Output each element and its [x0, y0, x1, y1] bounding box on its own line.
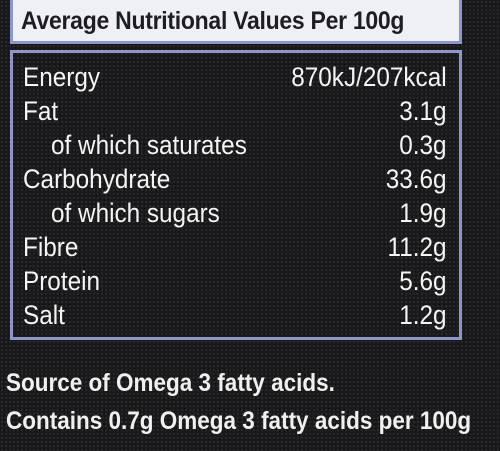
nutrient-name: Energy: [23, 62, 101, 92]
nutrient-name: of which saturates: [51, 130, 247, 160]
nutrition-title: Average Nutritional Values Per 100g: [21, 7, 405, 35]
nutrient-name: Carbohydrate: [23, 164, 171, 194]
nutrient-name: Fat: [23, 96, 59, 126]
nutrient-value: 1.2g: [399, 300, 447, 330]
nutrient-row-sugars: of which sugars 1.9g: [23, 197, 447, 229]
nutrient-row-salt: Salt 1.2g: [23, 299, 447, 331]
nutrient-row-energy: Energy 870kJ/207kcal: [23, 61, 447, 93]
nutrient-value: 11.2g: [387, 232, 447, 262]
nutrient-value: 3.1g: [399, 96, 447, 126]
nutrition-header: Average Nutritional Values Per 100g: [10, 0, 462, 44]
nutrition-label: Average Nutritional Values Per 100g Ener…: [10, 0, 462, 340]
nutrient-value: 5.6g: [399, 266, 447, 296]
nutrient-value: 0.3g: [399, 130, 447, 160]
omega-source-statement: Source of Omega 3 fatty acids.: [6, 369, 335, 397]
nutrient-row-fat: Fat 3.1g: [23, 95, 447, 127]
nutrient-name: Fibre: [23, 232, 79, 262]
nutrient-name: Salt: [23, 300, 65, 330]
nutrient-name: Protein: [23, 266, 101, 296]
nutrient-value: 33.6g: [386, 164, 447, 194]
nutrient-name: of which sugars: [51, 198, 220, 228]
nutrient-row-protein: Protein 5.6g: [23, 265, 447, 297]
nutrient-value: 1.9g: [399, 198, 447, 228]
nutrient-row-fibre: Fibre 11.2g: [23, 231, 447, 263]
nutrition-table: Energy 870kJ/207kcal Fat 3.1g of which s…: [10, 50, 462, 340]
nutrient-row-saturates: of which saturates 0.3g: [23, 129, 447, 161]
omega-content-statement: Contains 0.7g Omega 3 fatty acids per 10…: [6, 407, 472, 435]
nutrient-value: 870kJ/207kcal: [291, 62, 447, 92]
nutrient-row-carbohydrate: Carbohydrate 33.6g: [23, 163, 447, 195]
